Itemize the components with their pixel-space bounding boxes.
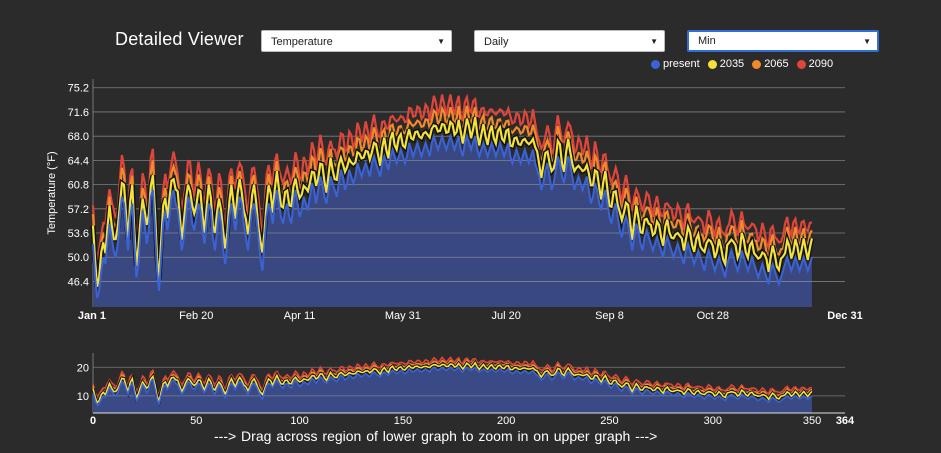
x-tick-label: Jan 1: [78, 310, 106, 322]
legend-label: present: [663, 58, 700, 70]
legend-dot-icon: [707, 59, 717, 69]
overview-x-tick-label: 200: [497, 415, 515, 427]
y-tick-label: 71.6: [68, 107, 89, 119]
chevron-down-icon: ▼: [863, 37, 871, 46]
legend-dot-icon: [651, 59, 660, 69]
legend-item-2035[interactable]: 2035: [707, 58, 745, 70]
legend-label: 2090: [808, 58, 834, 70]
x-tick-label: Oct 28: [697, 310, 729, 322]
chart-legend: present 2035 2065 2090: [651, 58, 833, 70]
x-tick-label: Apr 11: [284, 310, 316, 322]
overview-x-tick-label: 364: [836, 415, 855, 427]
overview-series-line-2090: [92, 356, 812, 398]
zoom-hint: ---> Drag across region of lower graph t…: [214, 428, 658, 444]
page-title: Detailed Viewer: [115, 29, 244, 49]
y-tick-label: 46.4: [68, 276, 89, 288]
x-tick-label: Dec 31: [827, 310, 862, 322]
chevron-down-icon: ▼: [437, 37, 445, 46]
overview-x-tick-label: 150: [394, 415, 412, 427]
y-tick-label: 60.8: [68, 180, 89, 192]
stat-select-value: Min: [698, 35, 716, 47]
overview-series-line-2035: [92, 361, 813, 405]
overview-y-tick-label: 20: [77, 362, 89, 374]
y-tick-label: 50.0: [68, 252, 89, 264]
overview-present-area: [93, 367, 812, 413]
legend-item-present[interactable]: present: [651, 58, 700, 70]
y-axis-label: Temperature (°F): [46, 151, 58, 234]
chevron-down-icon: ▼: [650, 37, 658, 46]
legend-dot-icon: [752, 59, 762, 69]
legend-label: 2065: [764, 58, 789, 70]
main-chart[interactable]: Temperature (°F) 46.4 50.0 53.6 57.2 60.8 64.4…: [46, 79, 863, 322]
x-tick-label: Jul 20: [492, 310, 521, 322]
y-tick-label: 68.0: [68, 131, 89, 143]
y-tick-label: 57.2: [68, 204, 89, 216]
period-select[interactable]: Daily ▼: [474, 30, 665, 52]
legend-dot-icon: [796, 59, 806, 69]
x-tick-label: Sep 8: [595, 310, 624, 322]
y-tick-label: 75.2: [68, 83, 89, 95]
overview-x-tick-label: 250: [600, 415, 618, 427]
x-tick-label: Feb 20: [179, 310, 213, 322]
x-tick-label: May 31: [385, 310, 421, 322]
y-tick-label: 64.4: [68, 155, 89, 167]
legend-label: 2035: [719, 58, 745, 70]
legend-item-2065[interactable]: 2065: [752, 58, 789, 70]
overview-y-tick-label: 10: [77, 391, 89, 403]
overview-x-tick-label: 50: [190, 415, 202, 427]
present-area: [93, 136, 812, 307]
period-select-value: Daily: [484, 36, 509, 48]
overview-series-line-present: [92, 366, 813, 407]
y-tick-label: 53.6: [68, 228, 89, 240]
overview-x-tick-label: 300: [704, 415, 722, 427]
variable-select-value: Temperature: [271, 36, 333, 48]
stat-select[interactable]: Min ▼: [687, 30, 879, 52]
legend-item-2090[interactable]: 2090: [796, 58, 834, 70]
variable-select[interactable]: Temperature ▼: [261, 30, 452, 52]
overview-x-tick-label: 100: [290, 415, 308, 427]
overview-x-tick-label: 0: [90, 415, 96, 427]
overview-x-tick-label: 350: [803, 415, 821, 427]
series-line-present: [92, 132, 813, 298]
